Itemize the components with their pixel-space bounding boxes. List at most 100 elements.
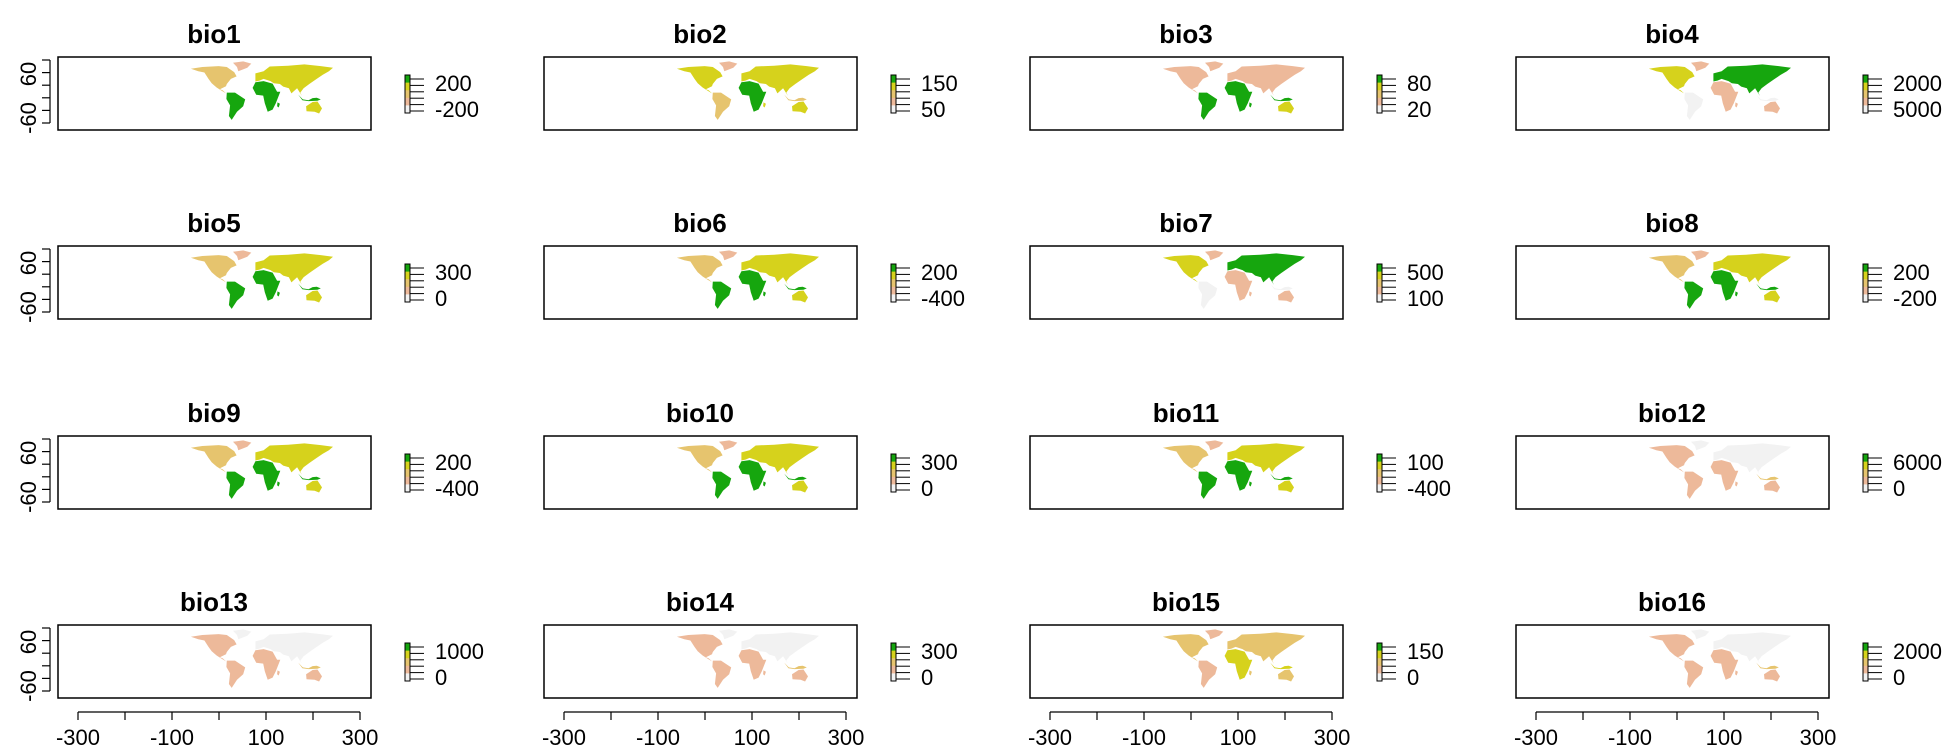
landmass-africa (252, 81, 281, 112)
legend-label-low: 5000 (1893, 97, 1942, 122)
legend-color-step (1863, 105, 1868, 114)
legend-label-high: 300 (921, 450, 958, 475)
legend-color-step (1377, 476, 1382, 485)
legend-color-step (1863, 658, 1868, 667)
landmass-africa (252, 460, 281, 491)
landmass-madagascar (1249, 102, 1252, 108)
panel-title: bio11 (1153, 398, 1219, 428)
panel-title: bio9 (187, 398, 240, 428)
landmass-southAmerica (1198, 471, 1218, 499)
landmass-northAmerica (190, 445, 237, 473)
legend-label-high: 1000 (435, 639, 484, 664)
x-tick-label: 300 (342, 725, 379, 750)
legend-color-step (1863, 484, 1868, 493)
landmass-northAmerica (190, 255, 237, 283)
y-tick-label: -60 (16, 102, 41, 134)
legend-color-step (891, 461, 896, 470)
panel-title: bio2 (673, 19, 726, 49)
legend-color-step (891, 476, 896, 485)
x-tick-label: -100 (150, 725, 194, 750)
landmass-australia (306, 290, 322, 303)
landmass-indonesia (298, 473, 321, 481)
landmass-southAmerica (1684, 92, 1704, 120)
legend-color-step (1377, 264, 1382, 273)
legend-color-step (405, 279, 410, 288)
landmass-africa (1224, 81, 1253, 112)
legend-label-low: 0 (435, 665, 447, 690)
landmass-eurasia (255, 64, 333, 96)
landmass-greenland (233, 250, 252, 261)
legend-color-step (405, 658, 410, 667)
landmass-greenland (1691, 61, 1710, 72)
landmass-madagascar (763, 670, 766, 676)
landmass-southAmerica (712, 471, 732, 499)
legend-color-step (891, 650, 896, 659)
legend-label-low: -400 (1407, 476, 1451, 501)
legend-color-step (891, 271, 896, 280)
x-tick-label: 100 (1706, 725, 1743, 750)
landmass-greenland (233, 440, 252, 451)
landmass-indonesia (1756, 473, 1779, 481)
landmass-africa (252, 270, 281, 301)
legend-color-step (1863, 476, 1868, 485)
legend-label-low: -400 (921, 286, 965, 311)
legend-bar-frame (1376, 453, 1383, 493)
landmass-greenland (719, 61, 738, 72)
landmass-australia (306, 480, 322, 493)
landmass-indonesia (1270, 662, 1293, 670)
landmass-southAmerica (226, 660, 246, 688)
panel-title: bio5 (187, 208, 240, 238)
legend-bar-frame (1376, 263, 1383, 303)
map-frame (1029, 435, 1344, 510)
legend-label-high: 300 (921, 639, 958, 664)
legend-color-step (1863, 650, 1868, 659)
landmass-africa (738, 460, 767, 491)
landmass-australia (1278, 480, 1294, 493)
legend-color-step (1377, 469, 1382, 478)
legend-label-high: 80 (1407, 71, 1431, 96)
x-tick-label: 300 (1314, 725, 1351, 750)
landmass-madagascar (1735, 670, 1738, 676)
legend-bar-frame (1862, 263, 1869, 303)
landmass-eurasia (1713, 632, 1791, 664)
landmass-greenland (1691, 629, 1710, 640)
y-tick-label: -60 (16, 481, 41, 513)
legend-bar-frame (890, 263, 897, 303)
legend-color-step (405, 476, 410, 485)
landmass-indonesia (298, 283, 321, 291)
legend-color-step (891, 673, 896, 682)
legend-label-high: 100 (1407, 450, 1444, 475)
landmass-africa (1710, 81, 1739, 112)
landmass-australia (792, 290, 808, 303)
x-tick-label: 300 (828, 725, 865, 750)
landmass-africa (1710, 460, 1739, 491)
y-tick-label: 60 (16, 441, 41, 465)
map-frame (543, 245, 858, 320)
landmass-greenland (1691, 440, 1710, 451)
landmass-indonesia (1270, 94, 1293, 102)
landmass-northAmerica (1648, 66, 1695, 94)
map-frame (1515, 435, 1830, 510)
legend-color-step (891, 82, 896, 91)
landmass-northAmerica (190, 634, 237, 662)
panel-title: bio16 (1638, 587, 1706, 617)
legend-color-step (405, 665, 410, 674)
panel-title: bio4 (1645, 19, 1699, 49)
legend-color-step (1377, 90, 1382, 99)
landmass-northAmerica (1162, 634, 1209, 662)
legend-bar-frame (1376, 74, 1383, 114)
legend-color-step (1377, 454, 1382, 463)
map-frame (543, 435, 858, 510)
legend-color-step (405, 643, 410, 652)
landmass-northAmerica (1162, 255, 1209, 283)
legend-color-step (1863, 673, 1868, 682)
legend-color-step (891, 97, 896, 106)
landmass-madagascar (1735, 481, 1738, 487)
legend-color-step (891, 294, 896, 303)
legend-color-step (405, 82, 410, 91)
map-frame (1029, 624, 1344, 699)
